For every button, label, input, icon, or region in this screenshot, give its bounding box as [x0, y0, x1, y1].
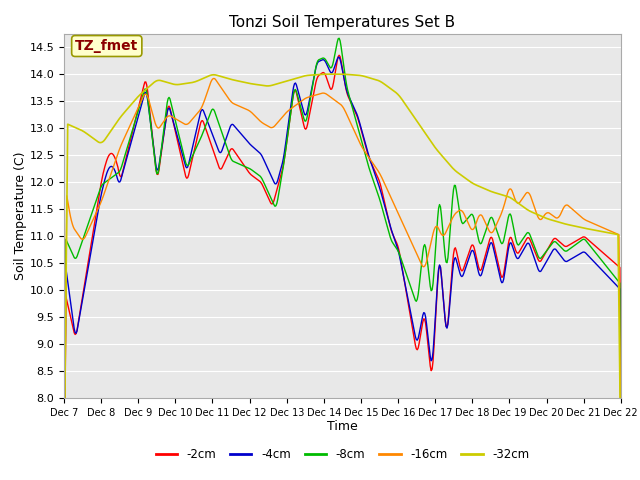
Y-axis label: Soil Temperature (C): Soil Temperature (C): [13, 152, 27, 280]
Legend: -2cm, -4cm, -8cm, -16cm, -32cm: -2cm, -4cm, -8cm, -16cm, -32cm: [151, 443, 534, 466]
Title: Tonzi Soil Temperatures Set B: Tonzi Soil Temperatures Set B: [229, 15, 456, 30]
Text: TZ_fmet: TZ_fmet: [75, 39, 138, 53]
X-axis label: Time: Time: [327, 420, 358, 432]
